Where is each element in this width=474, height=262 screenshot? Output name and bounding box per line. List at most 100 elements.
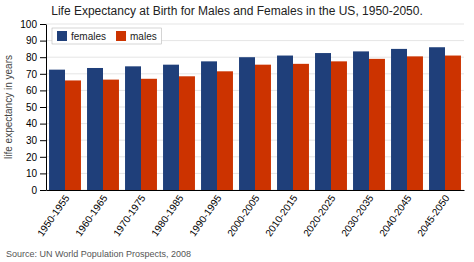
y-tick-mark [40, 41, 46, 42]
y-tick-mark [40, 124, 46, 125]
y-axis-title: life expectancy in years [3, 55, 14, 159]
y-tick-label: 20 [26, 152, 38, 163]
bar [429, 47, 445, 190]
y-tick-label: 30 [26, 135, 38, 146]
y-tick-mark [40, 57, 46, 58]
y-tick-mark [40, 173, 46, 174]
bar [331, 61, 347, 190]
y-tick: 60 [26, 85, 46, 96]
x-tick: 1960-1965 [73, 190, 110, 238]
legend-item: males [116, 31, 157, 42]
plot-area: 0 10 20 30 40 50 60 70 80 90 100 1950-19551960-1965… [20, 19, 464, 239]
x-tick: 2020-2025 [301, 190, 338, 238]
y-tick-label: 40 [26, 118, 38, 129]
x-tick: 2030-2035 [339, 190, 376, 238]
chart-container: 0 10 20 30 40 50 60 70 80 90 100 1950-19551960-1965… [0, 0, 474, 262]
y-axis: 0 10 20 30 40 50 60 70 80 90 100 [20, 19, 46, 196]
bar [201, 61, 217, 190]
y-tick: 30 [26, 135, 46, 146]
x-tick: 1990-1995 [187, 190, 224, 238]
x-tick-label: 2045-2050 [415, 192, 452, 238]
y-tick: 0 [31, 185, 46, 196]
y-tick-label: 100 [20, 19, 37, 30]
y-tick-label: 90 [26, 35, 38, 46]
legend-swatch [116, 31, 126, 41]
bar [391, 49, 407, 190]
bar [125, 66, 141, 190]
bar [353, 51, 369, 190]
y-tick: 90 [26, 35, 46, 46]
y-tick-mark [40, 24, 46, 25]
y-tick-label: 50 [26, 102, 38, 113]
x-tick-label: 2030-2035 [339, 192, 376, 238]
x-tick-label: 2010-2015 [263, 192, 300, 238]
x-tick-label: 1980-1985 [149, 192, 186, 238]
x-tick-label: 2040-2045 [377, 192, 414, 238]
y-tick: 20 [26, 152, 46, 163]
bar [141, 79, 157, 190]
y-tick: 80 [26, 52, 46, 63]
y-tick: 100 [20, 19, 46, 30]
x-tick-label: 1950-1955 [35, 192, 72, 238]
bar [163, 65, 179, 190]
source-note: Source: UN World Population Prospects, 2… [6, 249, 191, 259]
y-tick-label: 70 [26, 69, 38, 80]
bar [65, 80, 81, 190]
bar [315, 53, 331, 190]
legend-item: females [57, 31, 106, 42]
x-tick: 1980-1985 [149, 190, 186, 238]
y-tick: 70 [26, 69, 46, 80]
bar [293, 64, 309, 190]
grid-line [46, 24, 464, 25]
y-axis-line [46, 25, 47, 191]
bar [407, 56, 423, 190]
legend-label: females [71, 31, 106, 42]
y-tick-label: 10 [26, 168, 38, 179]
bar [49, 70, 65, 190]
x-tick: 2000-2005 [225, 190, 262, 238]
x-tick: 2045-2050 [415, 190, 452, 238]
bar [277, 56, 293, 190]
y-tick-label: 0 [31, 185, 37, 196]
x-tick: 2010-2015 [263, 190, 300, 238]
y-tick-mark [40, 107, 46, 108]
bar-series [65, 56, 461, 190]
x-axis: 1950-19551960-19651970-19751980-19851990… [35, 190, 464, 238]
legend-label: males [130, 31, 157, 42]
title: Life Expectancy at Birth for Males and F… [51, 4, 423, 18]
bar [217, 71, 233, 190]
y-tick: 10 [26, 168, 46, 179]
x-axis-line [47, 190, 465, 191]
bar [179, 76, 195, 190]
bar [445, 56, 461, 190]
bar [239, 57, 255, 190]
x-tick-label: 2020-2025 [301, 192, 338, 238]
legend-swatch [57, 31, 67, 41]
y-tick: 40 [26, 118, 46, 129]
bars [49, 47, 461, 190]
x-tick: 1970-1975 [111, 190, 148, 238]
x-tick-label: 1990-1995 [187, 192, 224, 238]
grid [46, 24, 464, 190]
legend: females males [52, 28, 162, 44]
bar [103, 80, 119, 190]
y-tick-mark [40, 90, 46, 91]
bar-series [49, 47, 445, 190]
x-tick-label: 1970-1975 [111, 192, 148, 238]
y-tick-mark [40, 157, 46, 158]
y-tick-mark [40, 140, 46, 141]
chart-svg: 0 10 20 30 40 50 60 70 80 90 100 1950-19551960-1965… [0, 0, 474, 262]
x-tick: 2040-2045 [377, 190, 414, 238]
y-tick: 50 [26, 102, 46, 113]
x-tick-label: 2000-2005 [225, 192, 262, 238]
y-tick-mark [40, 190, 46, 191]
bar [255, 65, 271, 190]
y-tick-label: 60 [26, 85, 38, 96]
legend-box [52, 28, 162, 44]
bar [369, 59, 385, 190]
bar [87, 68, 103, 190]
x-tick: 1950-1955 [35, 190, 72, 238]
x-tick-label: 1960-1965 [73, 192, 110, 238]
y-tick-mark [40, 74, 46, 75]
y-tick-label: 80 [26, 52, 38, 63]
